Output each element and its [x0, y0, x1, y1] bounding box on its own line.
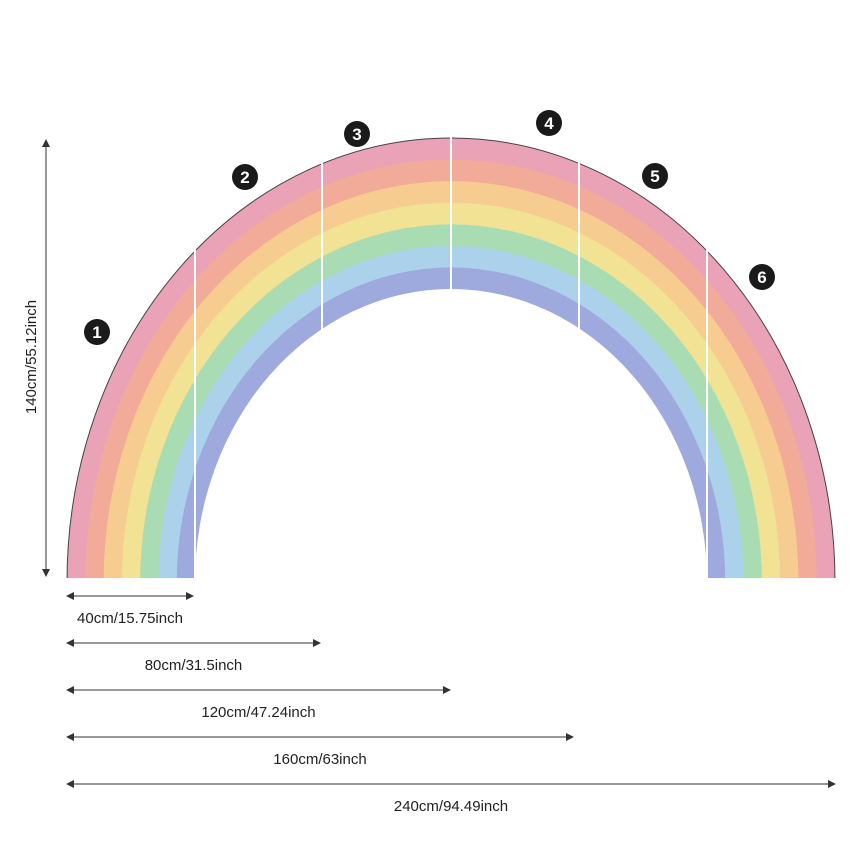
panel-badge [642, 163, 668, 189]
panel-number: 1 [92, 323, 101, 342]
baseline-cover [60, 578, 850, 588]
height-label: 140cm/55.12inch [23, 300, 40, 414]
panel-badge [84, 319, 110, 345]
panel-number: 2 [240, 168, 249, 187]
width-label: 80cm/31.5inch [145, 657, 243, 674]
panel-badge [232, 164, 258, 190]
panel-badge [749, 264, 775, 290]
panel-number: 5 [650, 167, 659, 186]
dimensions: 140cm/55.12inch 40cm/15.75inch 80cm/31.5i… [23, 139, 836, 815]
rainbow [60, 120, 850, 590]
panel-badge [344, 121, 370, 147]
panel-badge [536, 110, 562, 136]
panel-number: 3 [352, 125, 361, 144]
panel-number: 4 [544, 114, 554, 133]
panel-number: 6 [757, 268, 766, 287]
width-label: 120cm/47.24inch [201, 704, 315, 721]
width-label: 160cm/63inch [273, 751, 366, 768]
width-label: 240cm/94.49inch [394, 798, 508, 815]
width-label: 40cm/15.75inch [77, 610, 183, 627]
